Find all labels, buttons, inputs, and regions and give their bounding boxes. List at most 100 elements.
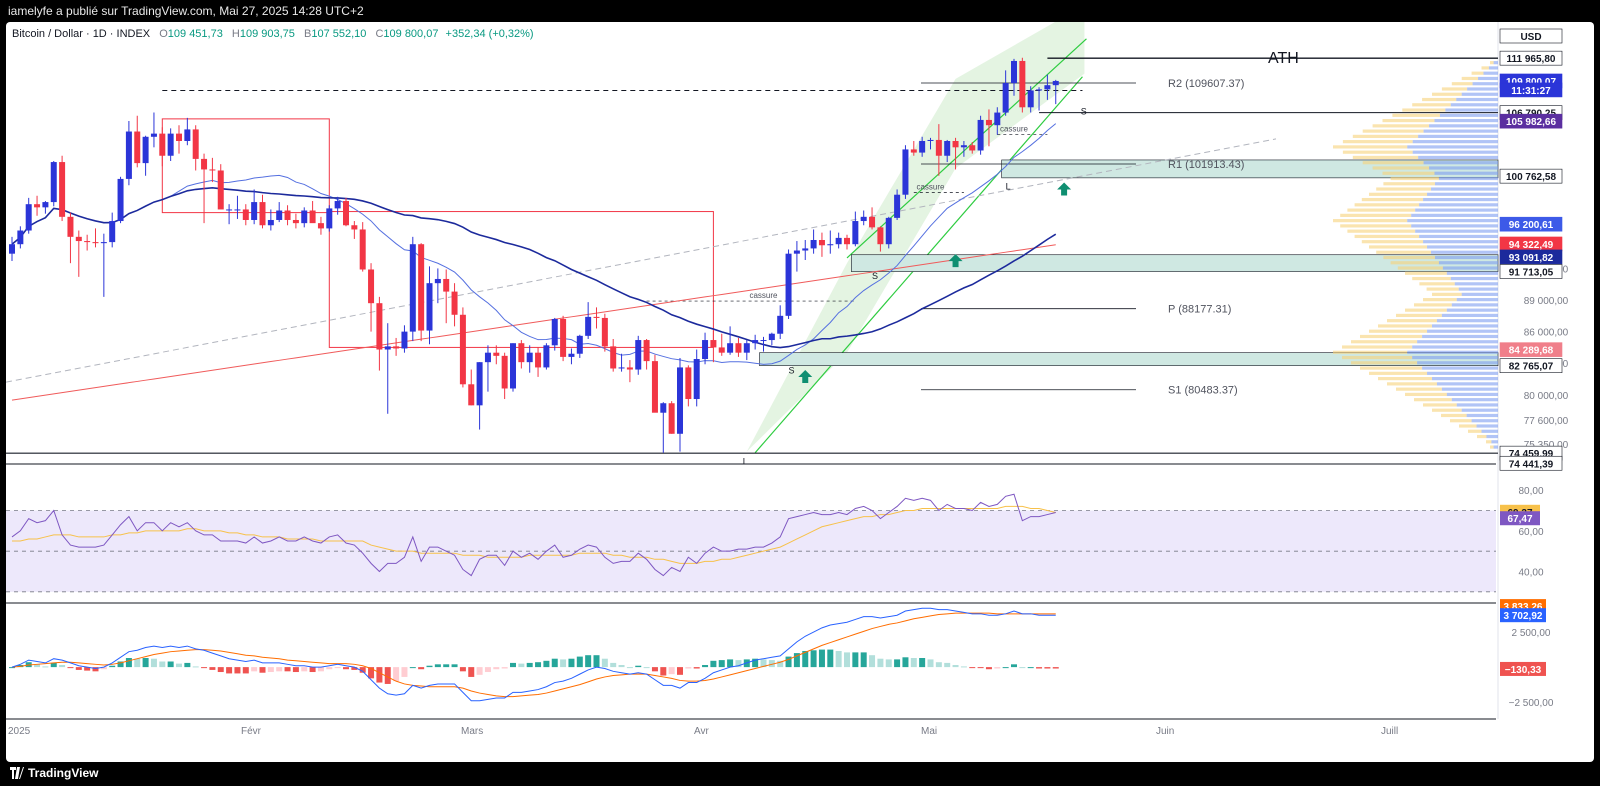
candle-body	[910, 149, 917, 153]
macd-histogram-bar	[276, 667, 283, 672]
macd-histogram-bar	[977, 667, 984, 669]
candle-body	[960, 145, 967, 148]
volume-bar	[1372, 124, 1430, 128]
volume-bar	[1427, 245, 1498, 249]
macd-histogram-bar	[359, 667, 366, 673]
pivot-level-label: S1 (80483.37)	[1168, 385, 1238, 397]
candle-body	[894, 194, 901, 218]
macd-histogram-bar	[818, 649, 825, 668]
rsi-value-tag	[1500, 511, 1540, 526]
macd-histogram-bar	[468, 667, 475, 677]
candle-body	[818, 239, 825, 246]
macd-histogram-bar	[869, 655, 876, 668]
volume-bar	[1486, 434, 1498, 439]
macd-histogram-bar	[201, 667, 208, 669]
ema-long-line	[11, 244, 1056, 401]
macd-histogram-bar	[560, 659, 567, 668]
macd-histogram-bar	[309, 667, 316, 673]
candle-body	[434, 278, 441, 284]
macd-histogram-bar	[526, 662, 533, 668]
volume-bar	[1490, 445, 1494, 449]
macd-histogram-bar	[176, 663, 182, 668]
macd-histogram-bar	[426, 665, 433, 668]
macd-histogram-bar	[601, 658, 608, 668]
volume-bar	[1390, 176, 1439, 181]
candle-body	[860, 216, 867, 222]
macd-histogram-bar	[317, 667, 324, 672]
macd-histogram-bar	[59, 665, 66, 668]
time-axis-label: Mai	[921, 726, 937, 737]
volume-bar	[1392, 113, 1440, 117]
candle-body	[393, 346, 400, 349]
time-axis-label: Juin	[1156, 726, 1174, 737]
channel-upper-line	[846, 38, 1087, 259]
volume-bar	[1387, 319, 1437, 323]
candle-body	[443, 278, 450, 292]
volume-bar	[1412, 345, 1498, 349]
price-tag-label: 109 800,07	[1506, 77, 1556, 88]
macd-histogram-bar	[985, 667, 992, 670]
volume-bar	[1458, 287, 1498, 291]
candle-body	[852, 221, 859, 245]
candle-body	[877, 227, 884, 245]
macd-histogram-bar	[401, 667, 408, 677]
candle-body	[643, 340, 650, 362]
volume-bar	[1429, 166, 1498, 170]
volume-bar	[1369, 329, 1428, 333]
support-zone	[759, 352, 1499, 366]
volume-bar	[1422, 366, 1498, 370]
candle-body	[626, 367, 633, 370]
price-tag-label: 100 762,58	[1506, 172, 1556, 183]
symbol-title[interactable]: Bitcoin / Dollar · 1D · INDEX	[12, 28, 151, 40]
price-tag	[1499, 342, 1563, 357]
macd-histogram-bar	[935, 662, 942, 668]
volume-bar	[1432, 408, 1462, 412]
volume-bar	[1352, 155, 1419, 160]
volume-bar	[1468, 429, 1482, 433]
price-tag-label: 96 200,61	[1509, 220, 1554, 231]
candle-body	[493, 352, 500, 356]
macd-histogram-bar	[952, 665, 959, 668]
volume-bar	[1429, 124, 1498, 128]
volume-bar	[1396, 313, 1442, 318]
volume-bar	[1340, 224, 1412, 228]
volume-bar	[1438, 261, 1498, 265]
volume-bar	[1467, 87, 1498, 91]
rsi-tick-label: 40,00	[1518, 568, 1543, 579]
annotation-cassure: cassure	[749, 291, 778, 300]
time-axis-label: 2025	[8, 726, 31, 737]
price-tag	[1499, 264, 1563, 279]
annotation-s: S	[872, 271, 878, 281]
macd-histogram-bar	[1036, 667, 1043, 669]
candle-body	[844, 237, 850, 245]
candle-body	[585, 316, 592, 336]
ascending-channel	[746, 22, 1085, 452]
macd-histogram-bar	[844, 652, 850, 668]
volume-bar	[1419, 234, 1498, 239]
candle-body	[75, 236, 82, 242]
macd-histogram-bar	[610, 662, 617, 668]
volume-bar	[1481, 66, 1489, 70]
volume-bar	[1434, 182, 1498, 186]
high-label: H	[231, 28, 240, 40]
volume-bar	[1412, 150, 1498, 154]
macd-histogram-bar	[209, 667, 216, 670]
chart-canvas[interactable]: R2 (109607.37) R1 (101913.43) P (88177.31)…	[6, 22, 1594, 762]
candle-body	[251, 202, 258, 220]
macd-histogram-bar	[284, 667, 291, 672]
time-axis-label: Mars	[461, 726, 483, 737]
volume-bar	[1491, 440, 1498, 444]
candle-body	[977, 119, 984, 151]
volume-bar	[1426, 287, 1459, 291]
macd-histogram-bar	[476, 667, 483, 675]
macd-histogram-bar	[852, 652, 859, 668]
rsi-line	[11, 493, 1056, 577]
volume-bar	[1478, 76, 1498, 81]
volume-bar	[1412, 276, 1451, 281]
macd-histogram-bar	[551, 658, 558, 668]
macd-histogram-bar	[217, 667, 224, 673]
volume-bar	[1432, 292, 1462, 296]
candle-body	[827, 244, 834, 246]
price-tag-label: 111 965,80	[1507, 54, 1556, 65]
volume-bar	[1362, 129, 1424, 133]
